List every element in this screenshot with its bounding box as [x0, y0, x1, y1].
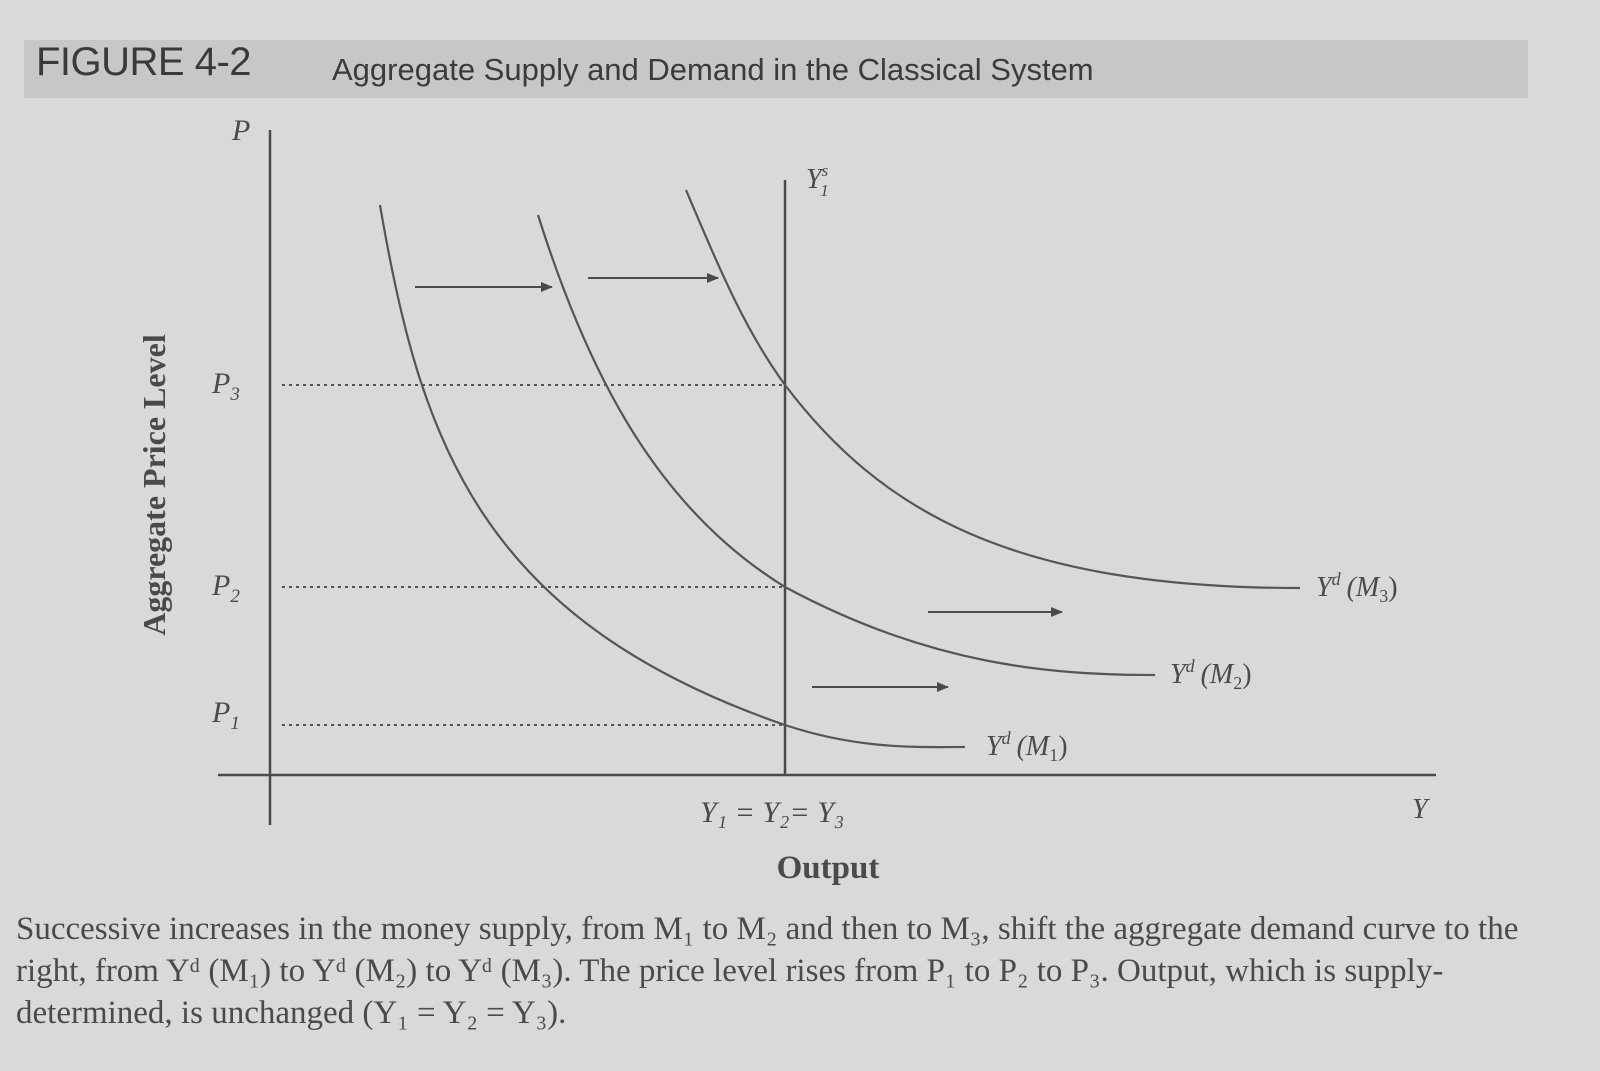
- demand-m1-arg: (M: [1017, 731, 1051, 762]
- demand-m3-close: ): [1388, 572, 1397, 603]
- supply-label-letter: Y: [806, 164, 825, 195]
- demand-m3-letter: Y: [1316, 572, 1335, 603]
- demand-m3-sup: d: [1332, 569, 1342, 589]
- demand-curve-m1: [378, 204, 966, 749]
- demand-curve-m3: [684, 189, 1301, 590]
- chart: P Y Aggregate Price Level P3 P2 P1 Ys 1 Y…: [136, 114, 1436, 886]
- demand-label-m3: Yd (M3): [1316, 569, 1398, 606]
- demand-m3-arg: (M: [1347, 572, 1381, 603]
- x-axis-symbol: Y: [1412, 794, 1431, 825]
- p3-sub: 3: [229, 384, 240, 405]
- demand-m3-sub: 3: [1379, 586, 1388, 606]
- p1-sub: 1: [230, 713, 240, 734]
- demand-m2-arg: (M: [1201, 659, 1235, 690]
- p3-letter: P: [211, 367, 230, 400]
- y-axis-title: Aggregate Price Level: [136, 334, 172, 636]
- equilibrium-output-label: Y₁ = Y₂= Y₃: [700, 796, 844, 829]
- figure-title: Aggregate Supply and Demand in the Class…: [332, 52, 1094, 87]
- demand-m1-close: ): [1058, 731, 1067, 762]
- figure-header-band: [24, 40, 1528, 98]
- demand-curve-m2: [536, 214, 1156, 677]
- supply-label-super: s: [822, 161, 829, 180]
- x-axis-title: Output: [777, 850, 880, 886]
- p1-letter: P: [211, 696, 230, 729]
- y-axis-symbol: P: [231, 114, 250, 147]
- figure-caption: Successive increases in the money supply…: [16, 911, 1519, 1031]
- p2-label: P2: [211, 569, 240, 607]
- demand-m2-letter: Y: [1170, 659, 1189, 690]
- demand-label-m2: Yd (M2): [1170, 656, 1252, 693]
- demand-m1-sup: d: [1002, 728, 1012, 748]
- demand-m1-letter: Y: [986, 731, 1005, 762]
- demand-m2-sup: d: [1186, 656, 1196, 676]
- p2-sub: 2: [230, 586, 240, 607]
- p1-label: P1: [211, 696, 240, 734]
- p3-label: P3: [211, 367, 240, 405]
- demand-label-m1: Yd (M1): [986, 728, 1068, 765]
- demand-m1-sub: 1: [1049, 745, 1058, 765]
- figure-label: FIGURE 4-2: [36, 40, 252, 84]
- supply-label: Ys 1: [806, 161, 829, 200]
- p2-letter: P: [211, 569, 230, 602]
- demand-m2-sub: 2: [1233, 673, 1242, 693]
- supply-label-sub: 1: [820, 181, 829, 200]
- demand-m2-close: ): [1242, 659, 1251, 690]
